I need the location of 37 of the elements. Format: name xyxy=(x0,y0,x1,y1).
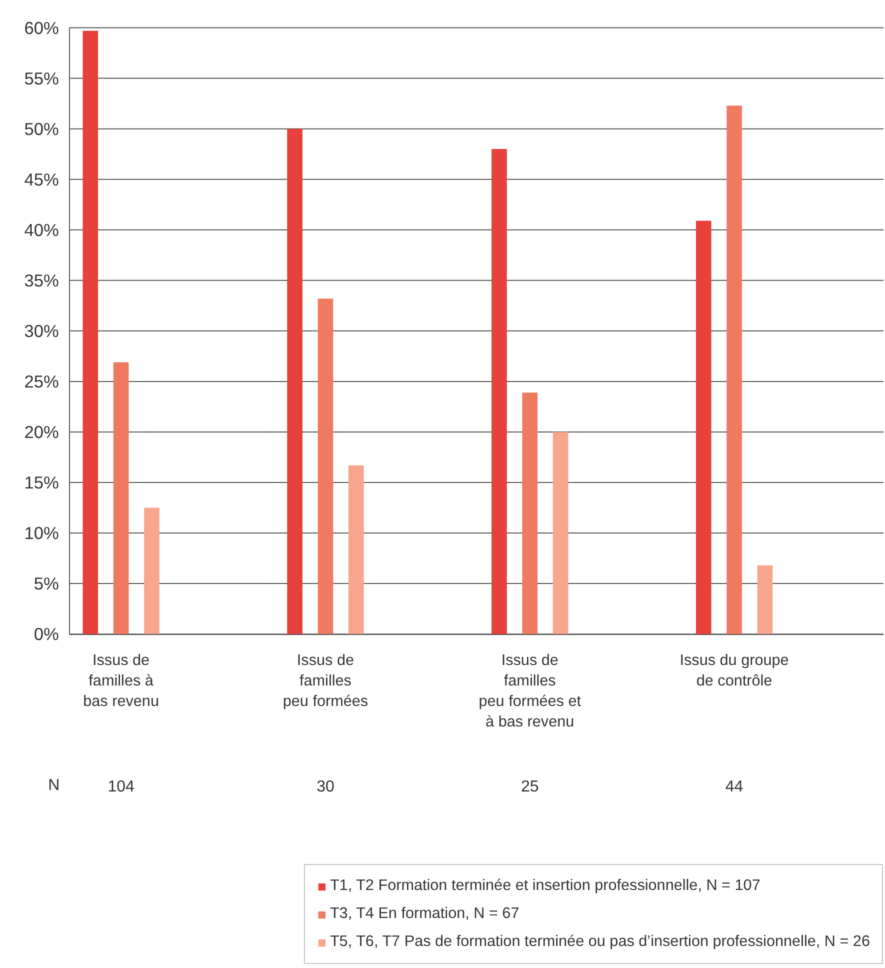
text: 25 xyxy=(520,778,539,796)
x-tick-label: Issus du groupe de contrôle xyxy=(680,652,789,690)
bar xyxy=(726,106,742,634)
bar xyxy=(492,149,507,634)
legend-label: T5, T6, T7 Pas de formation terminée ou pas d’insertion professionnelle, N = 26 xyxy=(330,933,870,951)
y-tick-label: 50% xyxy=(24,118,59,139)
bar xyxy=(348,465,364,634)
bar xyxy=(287,128,302,634)
bar xyxy=(757,565,773,634)
y-tick-label: 20% xyxy=(24,422,59,442)
y-tick-label: 5% xyxy=(34,574,59,594)
y-tick-label: 10% xyxy=(24,523,59,544)
bar xyxy=(144,508,160,634)
y-tick-label: 60% xyxy=(24,18,59,38)
y-tick-label: 55% xyxy=(24,68,59,88)
x-tick-label: Issus de familles peu formées xyxy=(282,652,368,710)
bar xyxy=(318,298,334,634)
text: 30 xyxy=(316,778,334,796)
text: N xyxy=(48,777,60,794)
y-tick-label: 0% xyxy=(34,624,59,644)
y-tick-label: 40% xyxy=(24,220,59,240)
x-tick-label: Issus de familles peu formées et à bas revenu xyxy=(478,652,582,730)
bar xyxy=(552,432,568,634)
y-tick-label: 25% xyxy=(24,371,59,392)
bar xyxy=(113,362,129,634)
legend-label: T3, T4 En formation, N = 67 xyxy=(330,905,520,923)
text: 104 xyxy=(108,778,135,796)
y-tick-label: 15% xyxy=(24,472,59,492)
x-tick-label: Issus de familles à bas revenu xyxy=(83,652,159,710)
legend-label: T1, T2 Formation terminée et insertion professionnelle, N = 107 xyxy=(330,877,760,895)
y-tick-label: 45% xyxy=(24,169,59,190)
bar xyxy=(82,30,98,634)
y-tick-label: 30% xyxy=(24,320,59,341)
y-tick-label: 35% xyxy=(24,270,59,290)
text: 44 xyxy=(725,778,744,796)
bar xyxy=(522,392,538,634)
bar xyxy=(696,220,712,634)
